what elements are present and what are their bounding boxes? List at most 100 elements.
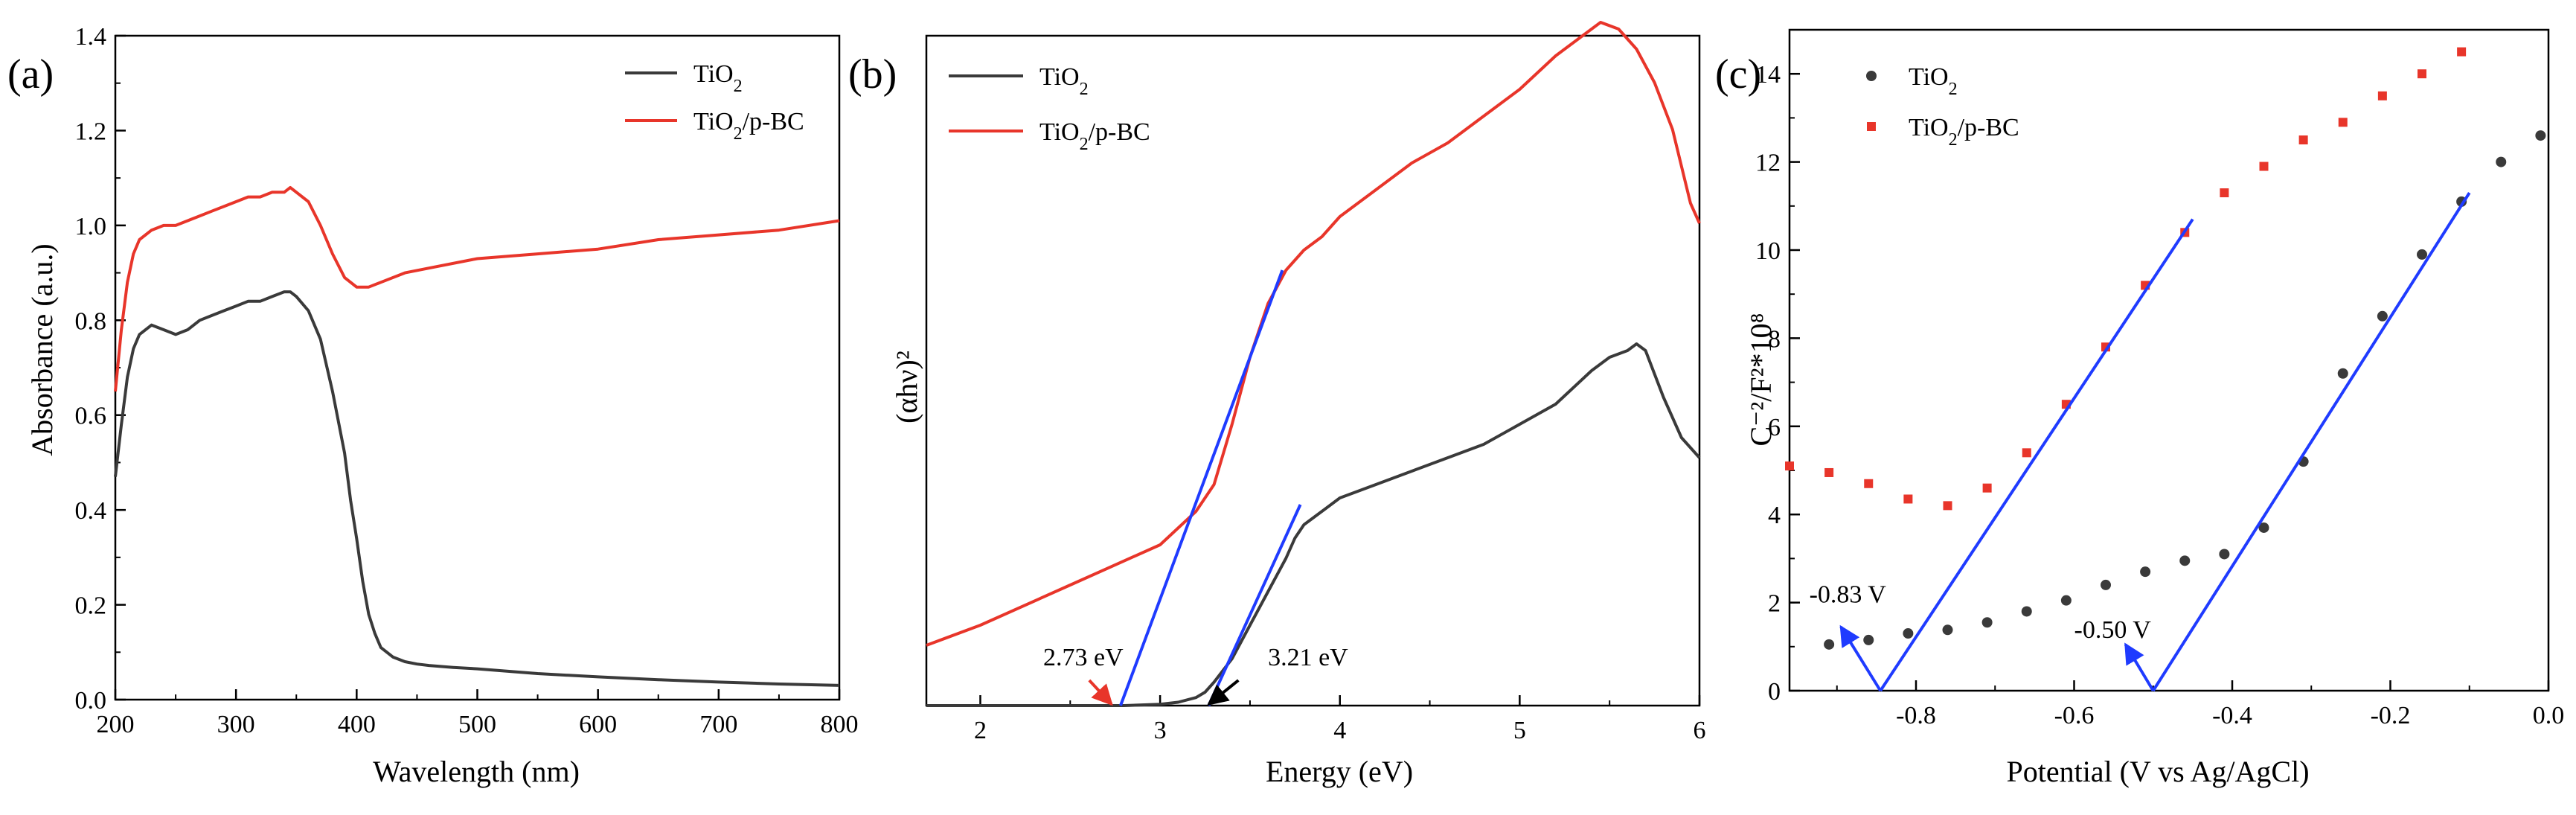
y-tick-label: 1.2 — [75, 118, 107, 145]
x-tick-label: 800 — [821, 711, 859, 738]
data-point-tio2 — [1903, 628, 1914, 639]
legend-label: TiO2 — [1909, 63, 1958, 99]
data-point-tio2 — [1863, 634, 1874, 645]
y-tick-label: 1.4 — [75, 23, 107, 51]
y-tick-label: 0.8 — [75, 307, 107, 335]
x-tick-label: 700 — [699, 711, 737, 738]
series-line-tio2-pbc — [926, 21, 1701, 647]
x-tick-label: -0.2 — [2371, 702, 2411, 729]
y-tick-label: 0.6 — [75, 403, 107, 430]
y-tick-label: 4 — [1768, 502, 1781, 529]
y-tick-label: 0.4 — [75, 497, 107, 525]
panel-a-plot-area: 200 300 400 500 600 700 800 0.0 0.2 0.4 0.6 0.8 1.0 1… — [75, 23, 859, 738]
data-point-tio2 — [1981, 617, 1993, 628]
annotation-text: -0.83 V — [1810, 581, 1887, 609]
y-tick-label: 14 — [1755, 61, 1781, 89]
annotation-arrow — [1207, 679, 1240, 706]
data-point-tio2-pbc — [2220, 188, 2229, 198]
data-point-tio2-pbc — [2338, 118, 2348, 127]
x-tick-label: 3 — [1154, 717, 1167, 744]
panel-a-ylabel: Absorbance (a.u.) — [25, 243, 59, 456]
fit-line — [1207, 504, 1302, 706]
data-point-tio2-pbc — [1785, 461, 1794, 471]
legend-label: TiO2/p-BC — [1039, 118, 1150, 154]
data-point-tio2-pbc — [1903, 494, 1913, 504]
panel-c-plot-area: -0.8 -0.6 -0.4 -0.2 0.0 0 2 4 6 8 10 12 14 -0.83 V -0.… — [1755, 28, 2565, 729]
y-tick-label: 8 — [1768, 325, 1781, 353]
panel-c-label: (c) — [1715, 51, 1761, 98]
x-tick-label: 5 — [1513, 717, 1526, 744]
data-point-tio2 — [2258, 522, 2269, 533]
data-point-tio2 — [1824, 639, 1835, 650]
data-point-tio2 — [2140, 566, 2151, 578]
annotation-text: 3.21 eV — [1268, 644, 1348, 671]
data-point-tio2 — [2377, 310, 2388, 322]
data-point-tio2-pbc — [2298, 135, 2308, 144]
y-tick-label: 6 — [1768, 414, 1781, 441]
y-tick-label: 2 — [1768, 590, 1781, 618]
data-point-tio2 — [2535, 130, 2546, 141]
series-line-tio2 — [114, 290, 840, 687]
annotation-text: -0.50 V — [2074, 616, 2152, 644]
data-point-tio2-pbc — [1943, 501, 1952, 511]
panel-b-xlabel: Energy (eV) — [1266, 755, 1413, 788]
y-tick-label: 12 — [1755, 150, 1781, 177]
fit-line — [2152, 191, 2471, 692]
y-tick-label: 10 — [1755, 237, 1781, 265]
data-point-tio2 — [2496, 156, 2507, 167]
data-point-tio2 — [2417, 249, 2427, 260]
panel-a: (a) 200 300 400 500 600 700 800 0.0 0.2 0.4 0.6 0.8… — [7, 23, 859, 788]
data-point-tio2 — [2060, 595, 2072, 606]
x-tick-label: 2 — [974, 717, 987, 744]
x-tick-label: 4 — [1333, 717, 1346, 744]
data-point-tio2 — [2179, 555, 2191, 566]
data-point-tio2 — [2219, 549, 2230, 560]
y-tick-label: 1.0 — [75, 213, 107, 240]
panel-b-ylabel: (αhν)² — [890, 351, 923, 424]
panel-a-xlabel: Wavelength (nm) — [373, 755, 580, 788]
axes-frame — [925, 34, 1701, 707]
y-tick-label: 0.2 — [75, 592, 107, 620]
panel-a-label: (a) — [7, 51, 54, 98]
data-point-tio2-pbc — [2457, 47, 2467, 57]
annotation-text: 2.73 eV — [1043, 644, 1124, 671]
x-tick-label: 6 — [1694, 717, 1706, 744]
data-point-tio2-pbc — [2022, 448, 2031, 458]
x-tick-label: -0.4 — [2212, 702, 2252, 729]
data-point-tio2 — [2021, 606, 2032, 617]
fit-line — [1879, 218, 2194, 692]
x-tick-label: 0.0 — [2533, 702, 2565, 729]
panel-c: (c) -0.8 -0.6 -0.4 -0.2 0.0 0 2 4 6 8 10 12 14 -0.83 … — [1715, 28, 2565, 788]
x-tick-label: 200 — [97, 711, 135, 738]
x-tick-label: -0.8 — [1896, 702, 1936, 729]
panel-b: (b) 2 3 4 5 6 2.73 eV 3.21 eV TiO2 TiO2/p-BC Ene… — [848, 21, 1706, 788]
data-point-tio2-pbc — [1864, 479, 1874, 488]
data-point-tio2-pbc — [1982, 483, 1992, 493]
x-tick-label: -0.6 — [2054, 702, 2095, 729]
data-point-tio2-pbc — [1824, 467, 1834, 477]
x-tick-label: 500 — [458, 711, 496, 738]
data-point-tio2 — [1942, 624, 1953, 636]
legend-label: TiO2/p-BC — [693, 108, 804, 144]
legend-marker — [1867, 122, 1876, 131]
data-point-tio2-pbc — [2259, 162, 2269, 171]
legend-label: TiO2 — [1039, 63, 1089, 99]
data-point-tio2 — [2337, 368, 2348, 379]
annotation-arrow — [1839, 624, 1882, 692]
y-tick-label: 0.0 — [75, 687, 107, 715]
series-line-tio2 — [926, 342, 1701, 707]
data-point-tio2-pbc — [2418, 69, 2426, 79]
x-tick-label: 400 — [338, 711, 376, 738]
y-tick-label: 0 — [1768, 678, 1781, 706]
panel-c-ylabel: C⁻²/F²*10⁸ — [1744, 313, 1778, 446]
panel-c-xlabel: Potential (V vs Ag/AgCl) — [2006, 755, 2309, 788]
data-point-tio2-pbc — [2377, 91, 2387, 100]
series-line-tio2-pbc — [114, 185, 840, 392]
panel-b-plot-area: 2 3 4 5 6 2.73 eV 3.21 eV TiO2 TiO2/p-BC — [925, 21, 1706, 744]
legend-marker — [1866, 71, 1877, 81]
panel-b-label: (b) — [848, 51, 897, 98]
x-tick-label: 600 — [579, 711, 617, 738]
legend-label: TiO2 — [693, 60, 743, 96]
data-point-tio2 — [2101, 579, 2111, 590]
